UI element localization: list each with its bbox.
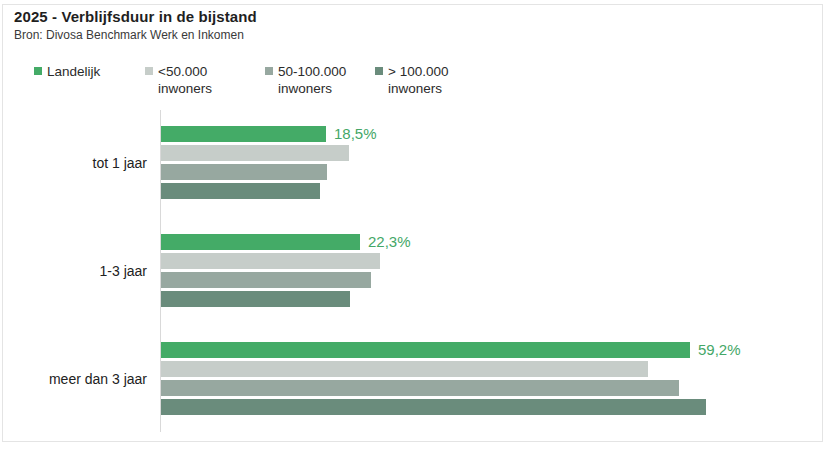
bar-landelijk-1-3-jaar[interactable]	[161, 234, 360, 250]
bar-50-100-000-inwoners-meer-dan-3-jaar[interactable]	[161, 380, 679, 396]
bar-50-100-000-inwoners-tot-1-jaar[interactable]	[161, 164, 327, 180]
bar--50-000-inwoners-meer-dan-3-jaar[interactable]	[161, 361, 648, 377]
bar-landelijk-tot-1-jaar[interactable]	[161, 126, 326, 142]
bar--50-000-inwoners-1-3-jaar[interactable]	[161, 253, 380, 269]
bar--100-000-inwoners-meer-dan-3-jaar[interactable]	[161, 399, 706, 415]
bar--100-000-inwoners-1-3-jaar[interactable]	[161, 291, 350, 307]
bar-plot-area: tot 1 jaar 18,5% 1-3 jaar 22,3% meer dan 3 j…	[0, 0, 825, 452]
chart-widget: 2025 - Verblijfsduur in de bijstand Bron…	[0, 0, 825, 452]
bar--100-000-inwoners-tot-1-jaar[interactable]	[161, 183, 320, 199]
bar--50-000-inwoners-tot-1-jaar[interactable]	[161, 145, 349, 161]
bar-landelijk-meer-dan-3-jaar[interactable]	[161, 342, 690, 358]
bar-50-100-000-inwoners-1-3-jaar[interactable]	[161, 272, 371, 288]
value-label: 59,2%	[698, 342, 741, 358]
category-label: meer dan 3 jaar	[0, 370, 147, 388]
category-label: 1-3 jaar	[0, 262, 147, 280]
category-label: tot 1 jaar	[0, 154, 147, 172]
value-label: 18,5%	[334, 126, 377, 142]
value-label: 22,3%	[368, 234, 411, 250]
